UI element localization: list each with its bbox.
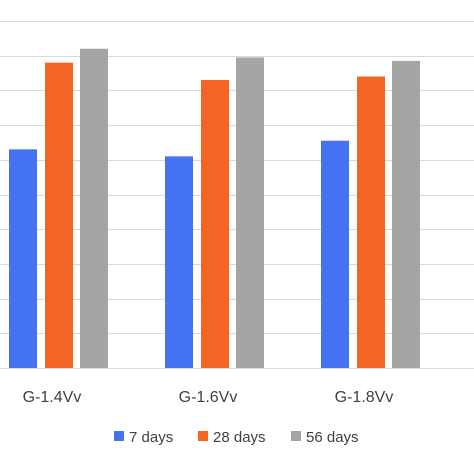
legend-label: 28 days — [213, 429, 266, 446]
bar-G-1.8Vv-28-days — [357, 76, 385, 369]
x-tick-label: G-1.4Vv — [23, 389, 82, 406]
bar-G-1.4Vv-7-days — [9, 149, 37, 368]
legend-label: 7 days — [129, 429, 173, 446]
legend-swatch — [291, 431, 301, 441]
bar-G-1.6Vv-7-days — [165, 156, 193, 368]
bars — [9, 48, 420, 369]
legend-label: 56 days — [306, 429, 359, 446]
bar-G-1.8Vv-56-days — [392, 60, 420, 368]
legend-swatch — [114, 431, 124, 441]
legend: 7 days 28 days 56 days — [114, 429, 359, 446]
bar-G-1.6Vv-56-days — [236, 57, 264, 369]
bar-G-1.8Vv-7-days — [321, 140, 349, 368]
bar-G-1.4Vv-28-days — [45, 62, 73, 368]
x-tick-label: G-1.6Vv — [179, 389, 238, 406]
x-tick-label: G-1.8Vv — [335, 389, 394, 406]
legend-item-28-days: 28 days — [198, 429, 266, 446]
legend-item-56-days: 56 days — [291, 429, 359, 446]
bar-G-1.6Vv-28-days — [201, 79, 229, 369]
legend-item-7-days: 7 days — [114, 429, 173, 446]
legend-swatch — [198, 431, 208, 441]
bar-G-1.4Vv-56-days — [80, 48, 108, 368]
x-axis: G-1.4Vv G-1.6Vv G-1.8Vv — [23, 389, 394, 406]
